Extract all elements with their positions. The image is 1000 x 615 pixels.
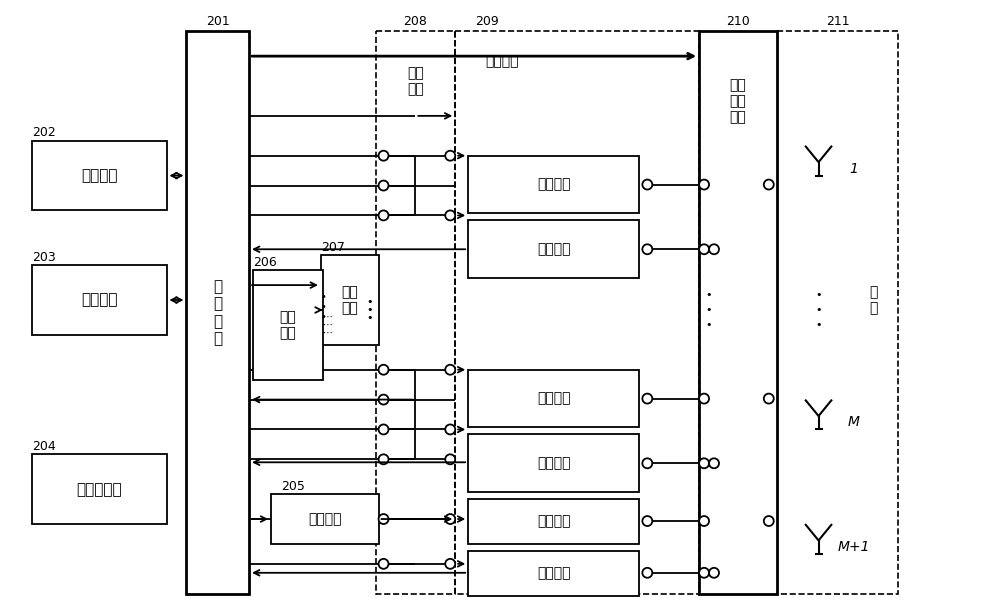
Circle shape: [699, 568, 709, 577]
Text: •: •: [815, 290, 822, 300]
Circle shape: [445, 559, 455, 569]
Circle shape: [699, 244, 709, 254]
Text: 基带
选择: 基带 选择: [407, 66, 424, 96]
Bar: [186, 31, 249, 593]
Bar: [271, 494, 379, 544]
Text: 207: 207: [321, 241, 345, 254]
Circle shape: [699, 180, 709, 189]
Circle shape: [699, 394, 709, 403]
Bar: [777, 31, 898, 593]
Circle shape: [379, 210, 389, 220]
Bar: [376, 31, 455, 593]
Circle shape: [445, 210, 455, 220]
Text: •: •: [366, 305, 373, 315]
Text: 发射前端: 发射前端: [537, 178, 571, 191]
Text: 接收前端: 接收前端: [537, 242, 571, 256]
Text: 204: 204: [32, 440, 56, 453]
Circle shape: [764, 394, 774, 403]
Text: 射频接口: 射频接口: [485, 54, 519, 68]
Text: 存储单元: 存储单元: [81, 168, 118, 183]
Circle shape: [445, 514, 455, 524]
Text: M: M: [847, 416, 859, 429]
Text: 208: 208: [403, 15, 427, 28]
Bar: [468, 551, 639, 596]
Bar: [321, 255, 379, 345]
Text: 发射前端: 发射前端: [537, 392, 571, 405]
Bar: [468, 499, 639, 544]
Text: 天
线: 天 线: [869, 285, 877, 315]
Text: 导频生成: 导频生成: [308, 512, 342, 526]
Circle shape: [379, 424, 389, 434]
Text: •: •: [321, 302, 327, 312]
Text: 应用接口: 应用接口: [81, 293, 118, 308]
Circle shape: [642, 458, 652, 468]
Circle shape: [379, 559, 389, 569]
Text: •: •: [706, 305, 712, 315]
Text: 203: 203: [32, 251, 56, 264]
Text: 接收前端: 接收前端: [537, 456, 571, 470]
Text: •: •: [366, 313, 373, 323]
Bar: [455, 31, 699, 593]
Text: 211: 211: [826, 15, 849, 28]
Text: •: •: [815, 305, 822, 315]
Circle shape: [379, 395, 389, 405]
Text: •: •: [815, 320, 822, 330]
Text: 209: 209: [475, 15, 499, 28]
Circle shape: [379, 151, 389, 161]
Text: 波束
成形: 波束 成形: [341, 285, 358, 315]
Bar: [32, 454, 167, 524]
Text: 天线
收发
选择: 天线 收发 选择: [730, 77, 746, 124]
Text: 1: 1: [849, 162, 858, 176]
Circle shape: [379, 181, 389, 191]
Circle shape: [642, 244, 652, 254]
Text: •: •: [321, 292, 327, 302]
Text: 发射前端: 发射前端: [537, 515, 571, 528]
Circle shape: [379, 514, 389, 524]
Circle shape: [699, 458, 709, 468]
Text: ⋯: ⋯: [323, 312, 333, 322]
Circle shape: [709, 458, 719, 468]
Text: •: •: [321, 312, 327, 322]
Bar: [468, 156, 639, 213]
Bar: [699, 31, 777, 593]
Text: 信道
估计: 信道 估计: [280, 310, 296, 340]
Text: 电源及时钟: 电源及时钟: [77, 482, 122, 497]
Text: •: •: [706, 290, 712, 300]
Circle shape: [642, 394, 652, 403]
Bar: [32, 141, 167, 210]
Bar: [468, 434, 639, 492]
Circle shape: [445, 365, 455, 375]
Circle shape: [445, 151, 455, 161]
Circle shape: [709, 244, 719, 254]
Circle shape: [764, 180, 774, 189]
Circle shape: [642, 516, 652, 526]
Text: ⋯: ⋯: [323, 320, 333, 330]
Text: 主
控
模
块: 主 控 模 块: [213, 279, 222, 346]
Bar: [253, 270, 323, 379]
Text: ⋯: ⋯: [323, 328, 333, 338]
Circle shape: [445, 454, 455, 464]
Circle shape: [379, 365, 389, 375]
Bar: [468, 220, 639, 278]
Text: 201: 201: [206, 15, 230, 28]
Circle shape: [379, 454, 389, 464]
Bar: [32, 265, 167, 335]
Text: •: •: [706, 320, 712, 330]
Text: 210: 210: [726, 15, 750, 28]
Text: 接收前端: 接收前端: [537, 566, 571, 581]
Text: 206: 206: [253, 256, 277, 269]
Circle shape: [445, 424, 455, 434]
Text: 202: 202: [32, 126, 56, 139]
Circle shape: [764, 516, 774, 526]
Text: •: •: [366, 297, 373, 307]
Circle shape: [699, 516, 709, 526]
Text: M+1: M+1: [837, 540, 870, 554]
Circle shape: [642, 568, 652, 577]
Text: 205: 205: [281, 480, 305, 493]
Circle shape: [709, 568, 719, 577]
Bar: [468, 370, 639, 427]
Circle shape: [642, 180, 652, 189]
